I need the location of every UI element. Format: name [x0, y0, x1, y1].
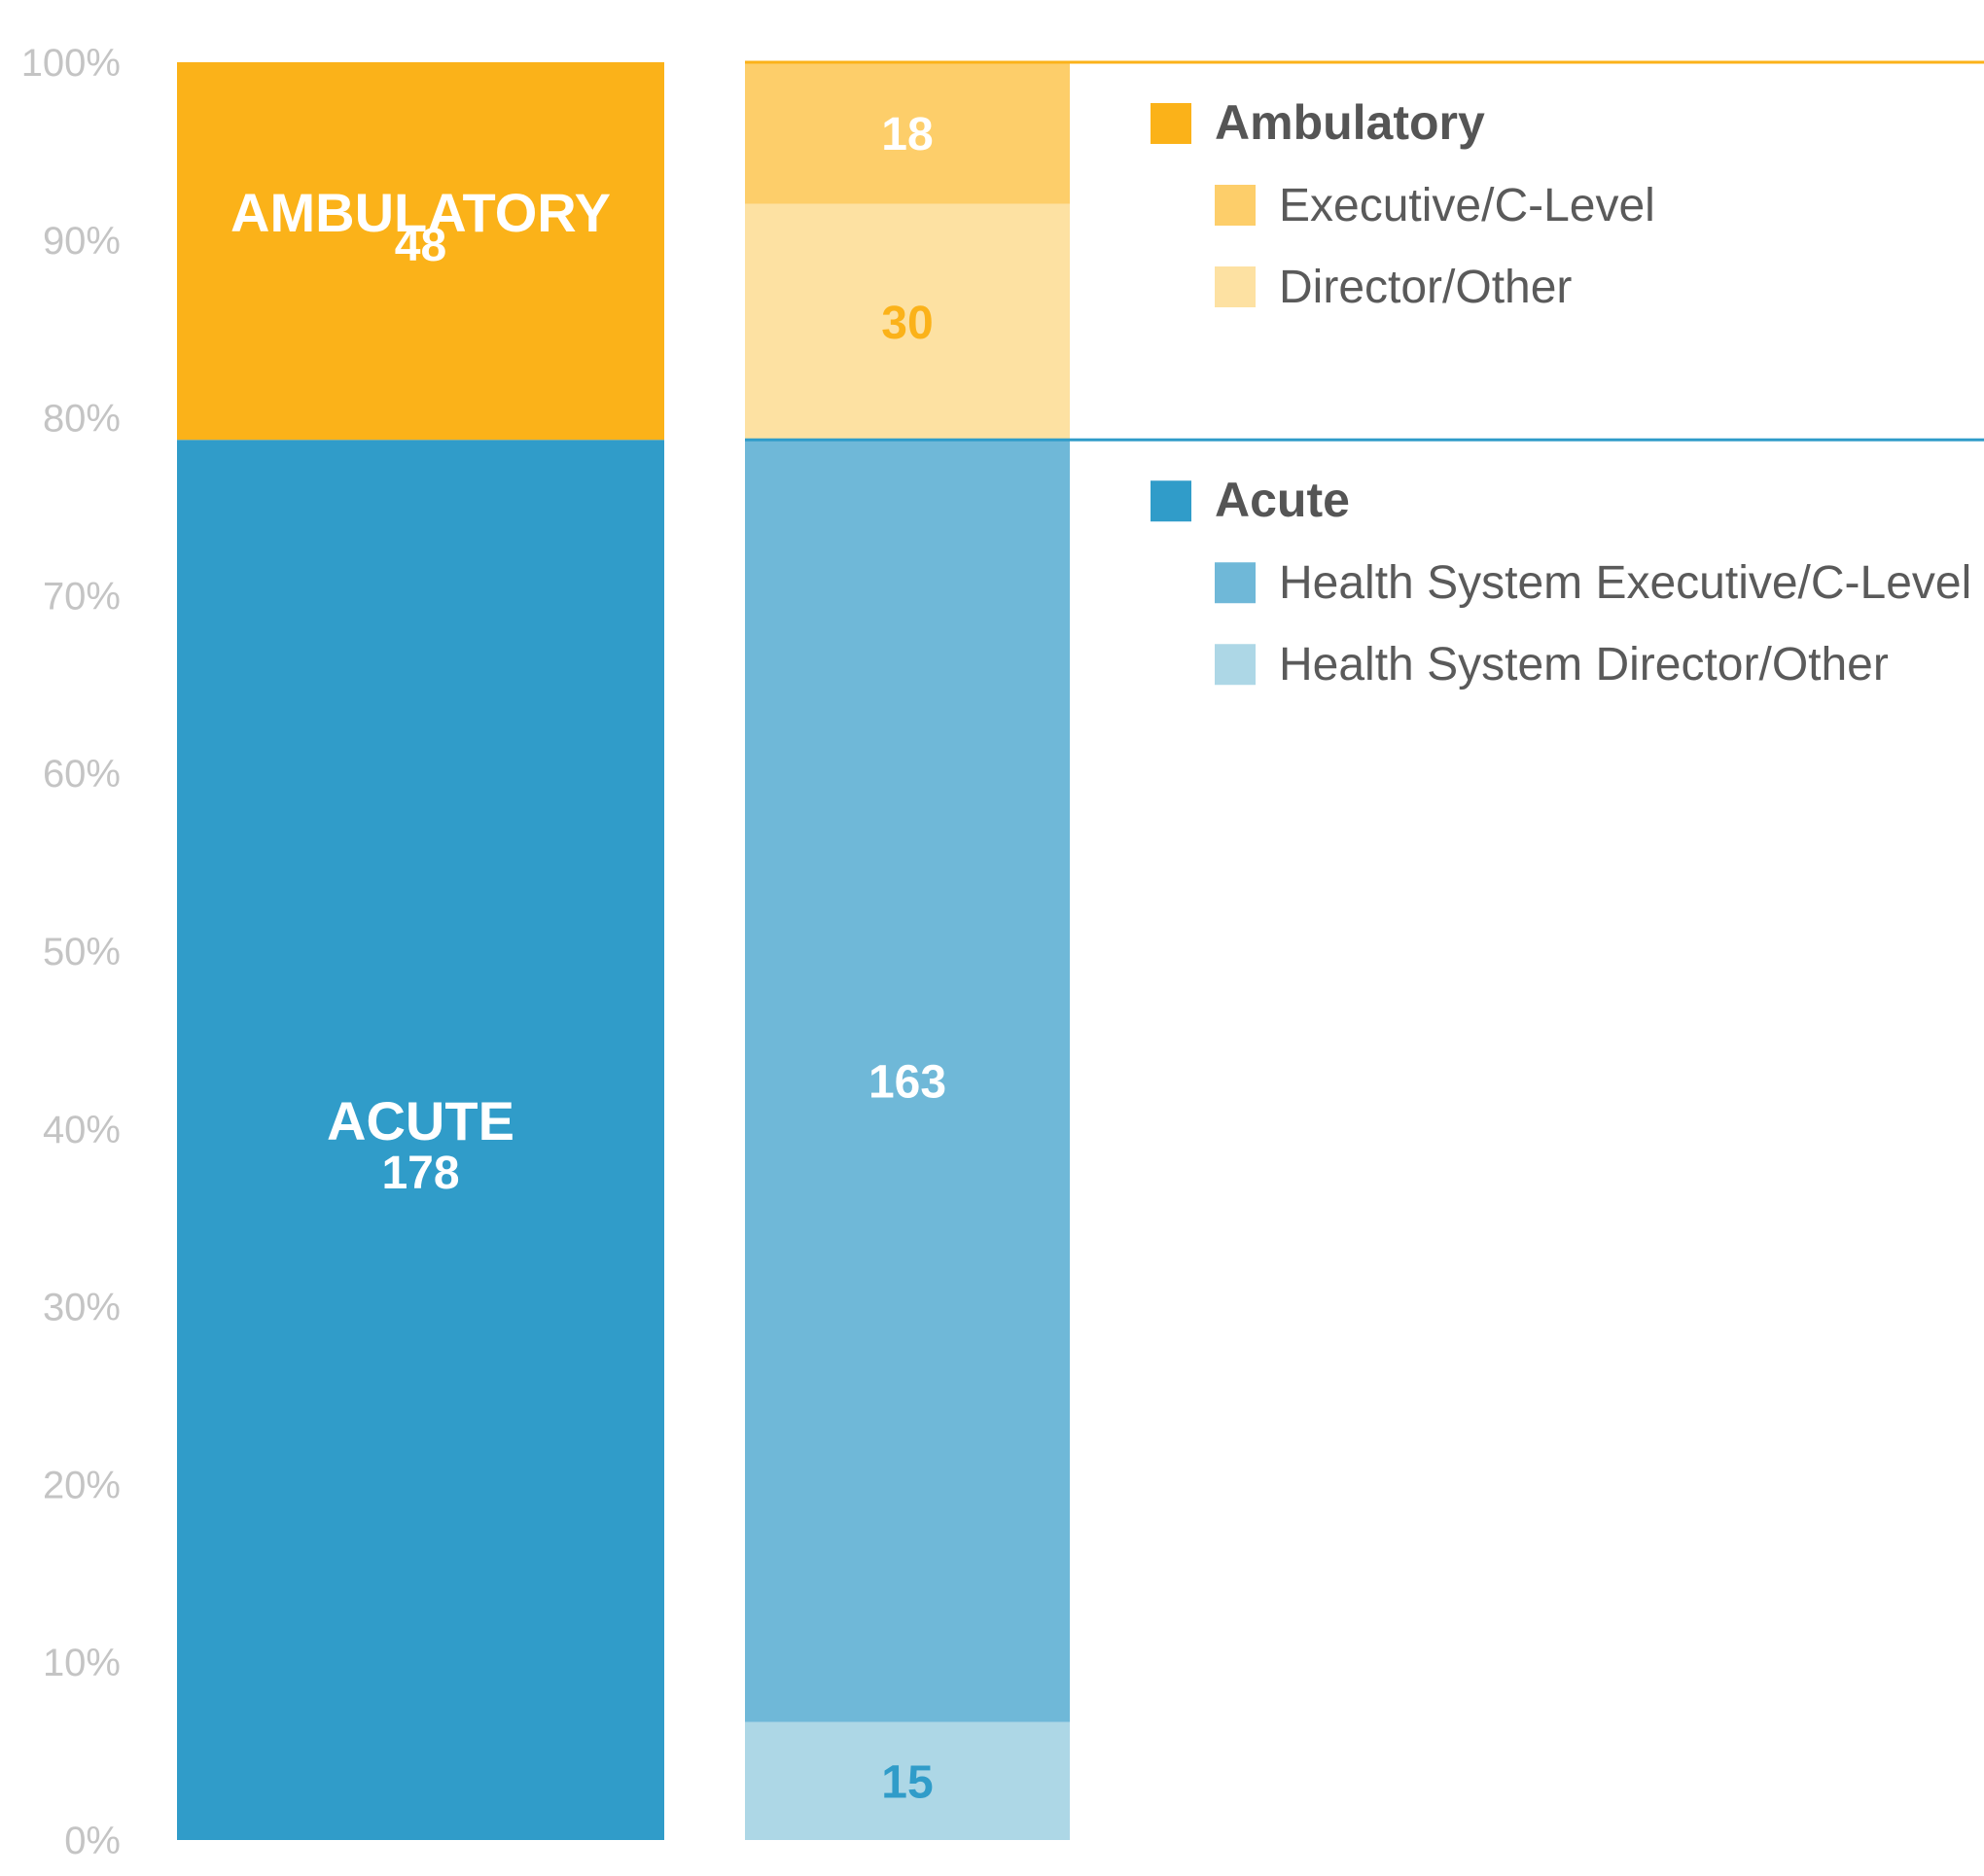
sub-stacked-bar: 15 163 30 18 [745, 62, 1070, 1840]
legend-item-executive-c-level: Executive/C-Level [1279, 180, 1655, 231]
segment-value-health-system-director-other: 15 [881, 1756, 933, 1808]
bar-label-acute: ACUTE [327, 1090, 514, 1151]
y-tick-label: 30% [43, 1287, 121, 1329]
segment-health-system-director-other [745, 1721, 1070, 1840]
legend-swatch-ambulatory [1151, 103, 1191, 144]
legend: Ambulatory Executive/C-Level Director/Othe… [1151, 95, 1971, 690]
y-tick-label: 10% [43, 1642, 121, 1684]
y-tick-label: 40% [43, 1109, 121, 1151]
segment-health-system-executive-c-level [745, 440, 1070, 1722]
y-tick-label: 50% [43, 931, 121, 973]
legend-swatch-executive-c-level [1215, 185, 1256, 226]
group-separators [745, 60, 1984, 442]
legend-item-health-system-executive-c-level: Health System Executive/C-Level [1279, 557, 1971, 609]
segment-value-executive-c-level: 18 [881, 109, 933, 160]
bar-value-acute: 178 [381, 1148, 459, 1199]
bar-label-ambulatory: AMBULATORY [230, 182, 611, 243]
y-axis: 0% 10% 20% 30% 40% 50% 60% 70% 80% 90% 100% [21, 42, 121, 1862]
segment-value-director-other: 30 [881, 298, 933, 349]
y-tick-label: 0% [64, 1820, 121, 1862]
legend-swatch-acute [1151, 480, 1191, 522]
bar-value-ambulatory: 48 [395, 220, 446, 271]
segment-value-health-system-executive-c-level: 163 [868, 1056, 946, 1108]
legend-item-director-other: Director/Other [1279, 262, 1572, 313]
bar-ambulatory [177, 62, 664, 441]
legend-swatch-health-system-director-other [1215, 644, 1256, 686]
legend-heading-ambulatory: Ambulatory [1215, 95, 1485, 150]
legend-item-health-system-director-other: Health System Director/Other [1279, 639, 1889, 690]
y-tick-label: 90% [43, 220, 121, 263]
y-tick-label: 60% [43, 753, 121, 796]
segment-executive-c-level [745, 62, 1070, 204]
y-tick-label: 80% [43, 398, 121, 441]
y-tick-label: 100% [21, 42, 121, 85]
y-tick-label: 20% [43, 1464, 121, 1506]
bar-acute [177, 440, 664, 1840]
segment-director-other [745, 203, 1070, 441]
y-tick-label: 70% [43, 575, 121, 618]
legend-swatch-director-other [1215, 266, 1256, 307]
legend-heading-acute: Acute [1215, 473, 1350, 527]
legend-swatch-health-system-executive-c-level [1215, 562, 1256, 604]
